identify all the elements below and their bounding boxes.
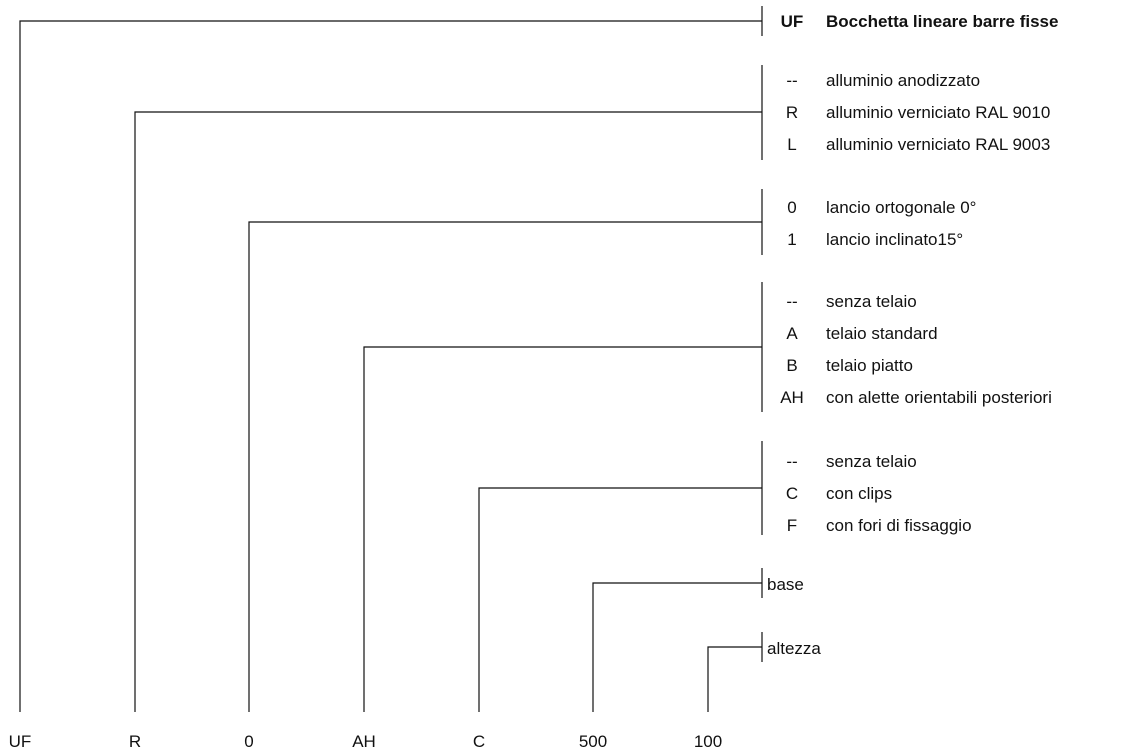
option-description: lancio inclinato15° [826, 230, 963, 249]
bottom-code-fixing: C [473, 732, 485, 751]
option-code: 1 [787, 230, 796, 249]
option-description: lancio ortogonale 0° [826, 198, 976, 217]
connector-air-throw [248, 189, 763, 712]
option-description: alluminio anodizzato [826, 71, 980, 90]
option-code: L [787, 135, 796, 154]
option-description: con fori di fissaggio [826, 516, 972, 535]
option-group-height: altezza [767, 639, 821, 658]
connector-uf [19, 6, 763, 712]
option-code: UF [781, 12, 804, 31]
connector-height [707, 632, 763, 712]
option-description: senza telaio [826, 292, 917, 311]
option-description: telaio piatto [826, 356, 913, 375]
option-description: senza telaio [826, 452, 917, 471]
option-group-air-throw: 0 lancio ortogonale 0° 1 lancio inclinat… [787, 198, 976, 249]
option-description: con alette orientabili posteriori [826, 388, 1052, 407]
option-code: B [786, 356, 797, 375]
bottom-code-frame: AH [352, 732, 376, 751]
option-group-base: base [767, 575, 804, 594]
option-code: F [787, 516, 797, 535]
option-code: R [786, 103, 798, 122]
connector-finish [134, 65, 763, 712]
option-group-fixing: -- senza telaio C con clips F con fori d… [786, 452, 972, 535]
bottom-code-finish: R [129, 732, 141, 751]
option-group-product: UF Bocchetta lineare barre fisse [781, 12, 1059, 31]
bottom-code-labels: UF R 0 AH C 500 100 [9, 732, 723, 751]
option-code: -- [786, 292, 797, 311]
option-group-finish: -- alluminio anodizzato R alluminio vern… [786, 71, 1050, 154]
option-description: telaio standard [826, 324, 938, 343]
option-description: altezza [767, 639, 821, 658]
connector-fixing [478, 441, 763, 712]
option-code: A [786, 324, 798, 343]
option-code: 0 [787, 198, 796, 217]
option-code: AH [780, 388, 804, 407]
option-code: -- [786, 452, 797, 471]
bottom-code-height: 100 [694, 732, 722, 751]
option-description: con clips [826, 484, 892, 503]
option-group-frame: -- senza telaio A telaio standard B tela… [780, 292, 1052, 407]
connector-frame [363, 282, 763, 712]
option-code: -- [786, 71, 797, 90]
option-description: alluminio verniciato RAL 9003 [826, 135, 1050, 154]
option-code: C [786, 484, 798, 503]
connector-base [592, 568, 763, 712]
bottom-code-uf: UF [9, 732, 32, 751]
bottom-code-base: 500 [579, 732, 607, 751]
option-description: Bocchetta lineare barre fisse [826, 12, 1058, 31]
bottom-code-air-throw: 0 [244, 732, 253, 751]
option-description: base [767, 575, 804, 594]
option-description: alluminio verniciato RAL 9010 [826, 103, 1050, 122]
